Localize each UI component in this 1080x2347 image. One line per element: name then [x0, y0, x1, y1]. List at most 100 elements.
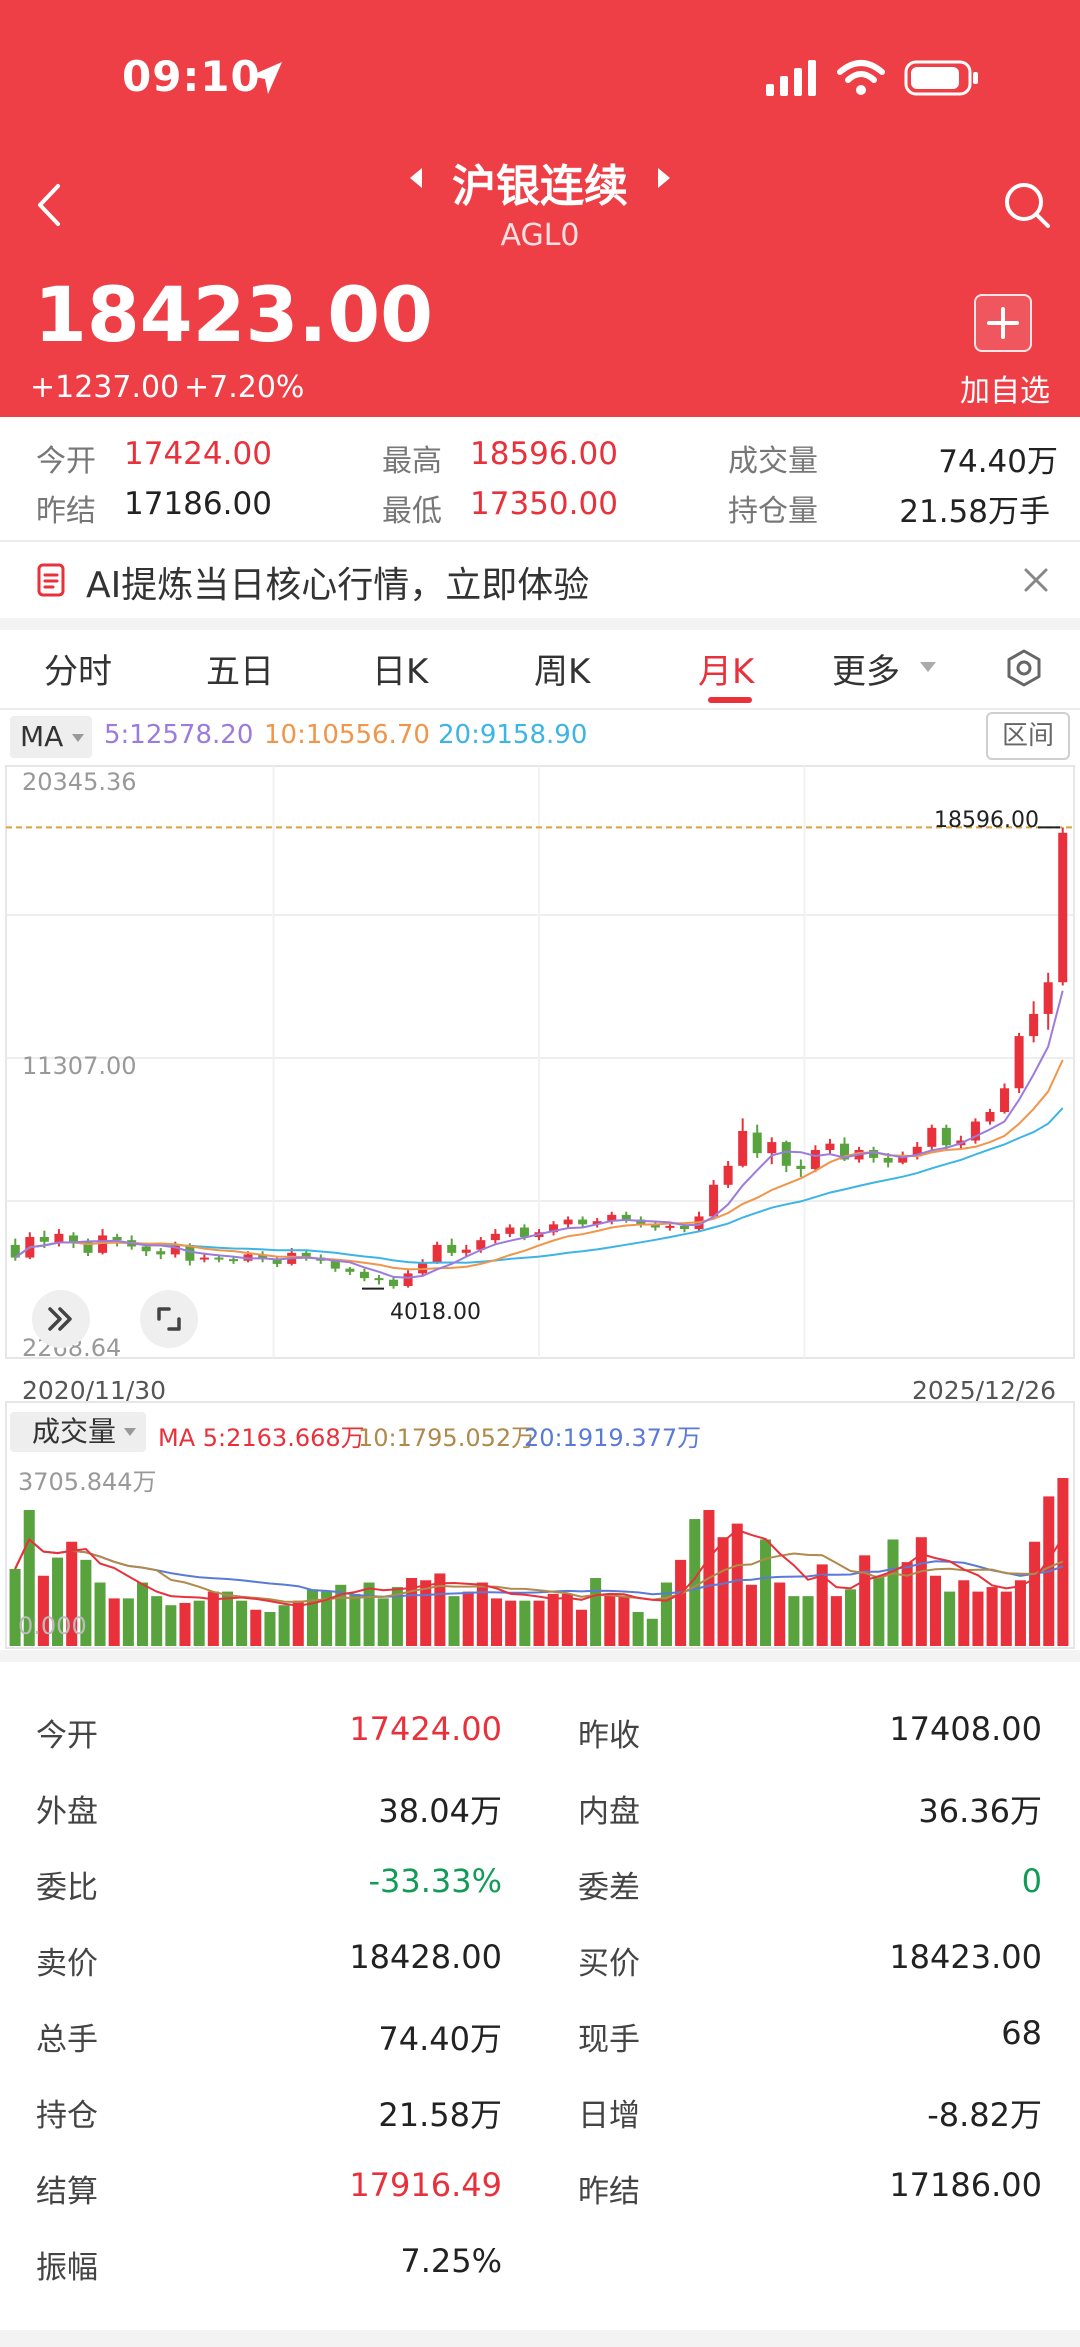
candle-body	[1029, 1013, 1039, 1037]
prev-settle-value: 17186.00	[124, 486, 272, 522]
search-icon[interactable]	[1002, 180, 1052, 230]
candle-body	[825, 1143, 835, 1150]
tab-monthly-k[interactable]: 月K	[698, 652, 755, 692]
candle-body	[883, 1157, 893, 1163]
volume-bar	[406, 1577, 418, 1646]
volume-bar	[618, 1596, 630, 1646]
fullscreen-icon	[157, 1307, 181, 1331]
candle-body	[781, 1142, 791, 1166]
high-label: 最高	[382, 444, 442, 479]
volume-bar	[292, 1600, 304, 1646]
candle-body	[607, 1214, 617, 1222]
volume-bar	[462, 1591, 474, 1646]
document-icon	[37, 563, 65, 597]
volume-bar	[9, 1568, 21, 1646]
chevron-down-icon[interactable]	[918, 660, 938, 674]
candle-body	[185, 1244, 195, 1261]
volume-bar	[604, 1593, 616, 1646]
volume-frame	[5, 1401, 1075, 1649]
volume-bar	[122, 1598, 134, 1646]
volume-bar	[236, 1600, 248, 1646]
page-title: 沪银连续	[452, 161, 628, 212]
detail-last-volume-label: 现手	[578, 2022, 640, 2058]
high-value: 18596.00	[470, 436, 618, 472]
volume-chart[interactable]	[0, 1400, 1080, 1650]
candle-body	[403, 1273, 413, 1287]
candle-body	[258, 1254, 268, 1260]
ai-banner[interactable]: AI提炼当日核心行情，立即体验	[0, 542, 1080, 618]
detail-inner-label: 内盘	[578, 1794, 640, 1830]
close-icon[interactable]	[1020, 564, 1052, 596]
candle-body	[68, 1235, 78, 1242]
volume-bar	[646, 1618, 658, 1646]
back-icon[interactable]	[30, 180, 70, 230]
candle-body	[447, 1244, 457, 1253]
settings-icon[interactable]	[1004, 648, 1044, 688]
volume-bar	[901, 1562, 913, 1646]
battery-icon	[904, 60, 978, 96]
detail-bid-value: 18423.00	[889, 1938, 1042, 1976]
candle-body	[330, 1260, 340, 1269]
detail-prev-close-value: 17408.00	[889, 1710, 1042, 1748]
volume-bar	[505, 1600, 517, 1646]
volume-bar	[434, 1573, 446, 1646]
indicator-selector[interactable]: MA	[10, 716, 92, 758]
candle-body	[389, 1279, 399, 1287]
prev-settle-label: 昨结	[36, 494, 96, 529]
volume-bar	[179, 1602, 191, 1646]
candle-body	[810, 1149, 820, 1169]
candle-body	[461, 1249, 471, 1253]
price-change-percent: +7.20%	[184, 370, 305, 405]
wifi-icon	[837, 60, 885, 95]
range-button[interactable]: 区间	[986, 712, 1070, 760]
chevron-down-icon	[72, 734, 84, 742]
candle-body	[83, 1241, 93, 1253]
volume-bar	[873, 1575, 885, 1646]
tab-five-day[interactable]: 五日	[206, 652, 274, 692]
candle-body	[665, 1225, 675, 1228]
volume-bar	[151, 1596, 163, 1646]
candle-body	[54, 1233, 64, 1244]
volume-indicator-selector[interactable]: 成交量	[10, 1412, 146, 1452]
volume-bar	[675, 1559, 687, 1646]
volume-bar	[207, 1591, 219, 1646]
detail-order-diff-label: 委差	[578, 1870, 640, 1906]
fullscreen-button[interactable]	[140, 1290, 198, 1348]
ai-banner-text[interactable]: AI提炼当日核心行情，立即体验	[86, 565, 590, 606]
volume-bar	[52, 1557, 64, 1646]
volume-bar	[844, 1589, 857, 1646]
candle-body	[839, 1143, 850, 1160]
candle-body	[927, 1127, 937, 1147]
candle-body	[985, 1112, 995, 1122]
indicator-selector-label: MA	[20, 720, 64, 753]
tab-daily-k[interactable]: 日K	[372, 652, 429, 692]
volume-bar	[774, 1582, 786, 1646]
volume-bar	[929, 1575, 942, 1646]
add-watchlist-button[interactable]	[974, 294, 1032, 352]
price-change: +1237.00	[30, 370, 180, 405]
ma10-value: 10:10556.70	[264, 720, 430, 750]
candle-body	[228, 1259, 239, 1262]
tab-weekly-k[interactable]: 周K	[534, 652, 591, 692]
tab-intraday[interactable]: 分时	[44, 652, 112, 692]
candle-body	[898, 1156, 908, 1163]
candlestick-chart[interactable]	[0, 764, 1080, 1364]
candle-body	[621, 1214, 631, 1220]
open-label: 今开	[36, 444, 96, 479]
expand-chart-button[interactable]	[32, 1290, 90, 1348]
y-axis-top-label: 20345.36	[22, 768, 137, 796]
candle-body	[359, 1271, 369, 1279]
volume-bar	[887, 1539, 899, 1646]
previous-contract-icon[interactable]	[408, 166, 424, 190]
volume-bar	[915, 1537, 927, 1646]
candle-body	[345, 1268, 355, 1272]
candle-body	[39, 1237, 49, 1242]
next-contract-icon[interactable]	[656, 166, 672, 190]
candle-body	[650, 1224, 660, 1228]
volume-bar	[349, 1593, 361, 1646]
volume-bar	[972, 1591, 984, 1646]
tab-more[interactable]: 更多	[832, 652, 900, 692]
add-watchlist-label[interactable]: 加自选	[960, 374, 1050, 409]
volume-bar	[80, 1559, 92, 1646]
volume-bar	[958, 1580, 970, 1646]
